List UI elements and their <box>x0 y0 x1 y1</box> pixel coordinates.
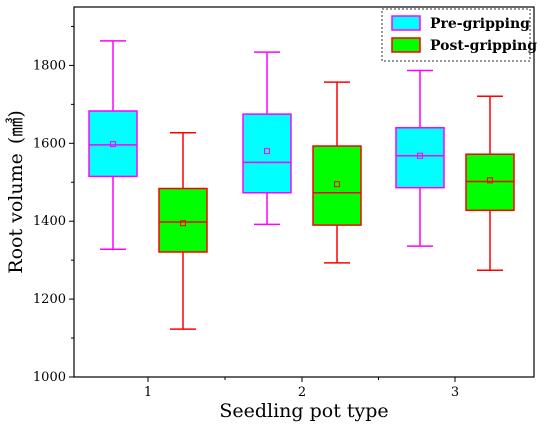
y-tick-label: 1800 <box>33 58 66 73</box>
mean-marker <box>334 181 340 188</box>
iqr-box <box>312 145 362 226</box>
legend: Pre-gripping Post-gripping <box>381 8 537 62</box>
box-pre-1 <box>88 40 138 251</box>
box-post-1 <box>158 132 208 330</box>
y-tick-label: 1200 <box>33 292 66 307</box>
iqr-box <box>395 126 445 189</box>
legend-swatch-post <box>391 37 421 53</box>
y-axis-title-unit: (㎣) <box>5 110 27 144</box>
legend-label-pre: Pre-gripping <box>430 16 530 32</box>
iqr-box <box>88 110 138 178</box>
box-pre-2 <box>242 51 292 226</box>
y-tick-label: 1000 <box>33 370 66 385</box>
legend-swatch-pre <box>391 15 421 31</box>
mean-marker <box>264 148 270 155</box>
mean-marker <box>487 177 493 184</box>
x-axis-title: Seedling pot type <box>219 400 388 422</box>
y-axis-title-base: Root volume <box>5 153 27 274</box>
x-tick-label: 2 <box>298 385 306 400</box>
mean-marker <box>180 220 186 227</box>
box-pre-3 <box>395 69 445 247</box>
mean-marker <box>417 152 423 159</box>
x-tick-label: 1 <box>144 385 152 400</box>
x-tick-label: 3 <box>451 385 459 400</box>
box-series <box>88 40 515 330</box>
y-axis-title: Root volume (㎣) <box>5 110 27 273</box>
box-post-2 <box>312 81 362 264</box>
y-tick-label: 1400 <box>33 214 66 229</box>
legend-label-post: Post-gripping <box>430 38 537 54</box>
box-post-3 <box>465 95 515 272</box>
mean-marker <box>110 141 116 148</box>
iqr-box <box>465 153 515 212</box>
y-tick-label: 1600 <box>33 136 66 151</box>
axes: 1000 1200 1400 1600 1800 1 2 3 <box>33 6 535 400</box>
plot-frame <box>73 6 535 378</box>
